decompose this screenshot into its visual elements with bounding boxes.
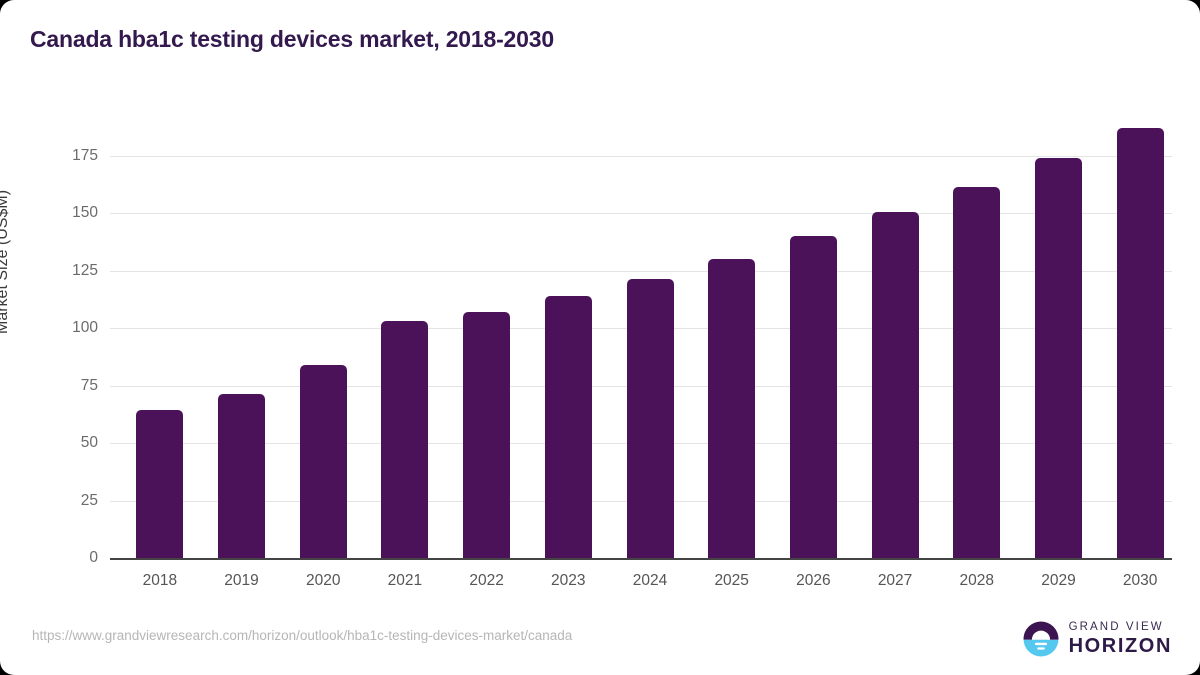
gridline — [110, 270, 1172, 272]
x-tick-label: 2024 — [632, 572, 668, 589]
x-tick-label: 2026 — [796, 572, 831, 589]
y-tick-label: 25 — [80, 491, 98, 509]
bar[interactable] — [708, 259, 756, 558]
source-url[interactable]: https://www.grandviewresearch.com/horizo… — [32, 628, 573, 643]
x-axis-line — [110, 558, 1172, 560]
bar[interactable] — [463, 312, 511, 558]
x-tick-label: 2025 — [714, 572, 749, 589]
y-tick-label: 75 — [80, 376, 98, 394]
bar[interactable] — [299, 365, 347, 558]
x-tick-label: 2020 — [305, 572, 341, 589]
gridline — [110, 213, 1172, 215]
y-tick-label: 150 — [72, 204, 98, 222]
page-title: Canada hba1c testing devices market, 201… — [30, 26, 554, 52]
bar[interactable] — [381, 321, 429, 558]
bar[interactable] — [953, 186, 1001, 558]
y-axis-title: Market Size (US$M) — [0, 189, 11, 334]
gridline — [110, 155, 1172, 157]
bar[interactable] — [626, 278, 674, 558]
x-tick-label: 2030 — [1122, 572, 1158, 589]
brand-name-bottom: HORIZON — [1068, 635, 1172, 658]
x-tick-label: 2019 — [224, 572, 259, 589]
bar[interactable] — [871, 212, 919, 558]
y-tick-label: 0 — [89, 549, 98, 566]
brand-name-top: GRAND VIEW — [1068, 620, 1164, 633]
x-tick-label: 2018 — [142, 572, 178, 589]
plot-area — [110, 110, 1172, 558]
bar[interactable] — [1116, 128, 1164, 558]
y-tick-label: 100 — [72, 319, 98, 337]
bar[interactable] — [136, 409, 184, 558]
horizon-circle-icon — [1023, 621, 1059, 657]
x-tick-label: 2027 — [877, 572, 913, 589]
y-tick-label: 125 — [72, 261, 98, 279]
bar[interactable] — [1034, 158, 1082, 558]
x-tick-label: 2021 — [387, 572, 423, 589]
brand-logo: GRAND VIEW HORIZON — [1022, 620, 1172, 658]
x-tick-label: 2023 — [551, 572, 586, 589]
x-tick-label: 2028 — [959, 572, 994, 589]
bar[interactable] — [789, 236, 837, 558]
bar[interactable] — [218, 393, 266, 558]
y-tick-label: 50 — [80, 434, 98, 452]
y-tick-label: 175 — [72, 146, 98, 164]
x-tick-label: 2029 — [1041, 572, 1076, 589]
bar[interactable] — [544, 296, 592, 558]
x-tick-label: 2022 — [469, 572, 504, 589]
brand-logo-text: GRAND VIEW HORIZON — [1068, 620, 1172, 658]
